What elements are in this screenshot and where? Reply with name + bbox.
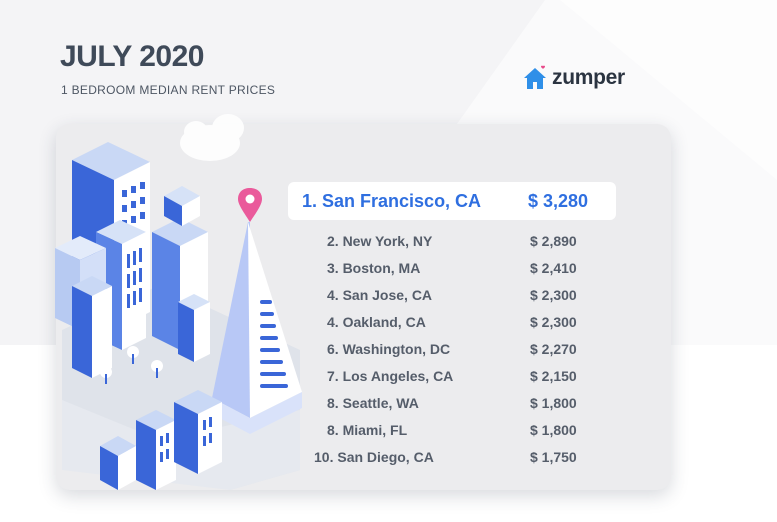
- ranking-price: $ 3,280: [528, 190, 589, 211]
- map-pin-icon: [238, 188, 262, 222]
- ranking-city: 8. Miami, FL: [327, 422, 408, 438]
- ranking-price: $ 2,300: [530, 287, 577, 303]
- ranking-price: $ 1,750: [530, 449, 577, 465]
- ranking-price: $ 2,890: [530, 233, 577, 249]
- ranking-price: $ 1,800: [530, 395, 577, 411]
- ranking-city: 2. New York, NY: [327, 233, 433, 249]
- ranking-city: 4. San Jose, CA: [327, 287, 433, 303]
- zumper-logo: zumper: [522, 62, 625, 94]
- ranking-city: 7. Los Angeles, CA: [327, 368, 454, 384]
- logo-text: zumper: [552, 66, 625, 89]
- ranking-price: $ 2,150: [530, 368, 577, 384]
- ranking-city: 1. San Francisco, CA: [302, 190, 482, 211]
- ranking-city: 10. San Diego, CA: [314, 449, 434, 465]
- ranking-price: $ 1,800: [530, 422, 577, 438]
- ranking-price: $ 2,300: [530, 314, 577, 330]
- page-title: JULY 2020: [60, 40, 204, 73]
- ranking-city: 8. Seattle, WA: [327, 395, 419, 411]
- ranking-price: $ 2,270: [530, 341, 577, 357]
- ranking-city: 3. Boston, MA: [327, 260, 421, 276]
- ranking-city: 4. Oakland, CA: [327, 314, 426, 330]
- ranking-item-top: 1. San Francisco, CA $ 3,280: [288, 182, 616, 220]
- ranking-price: $ 2,410: [530, 260, 577, 276]
- house-heart-icon: [524, 65, 546, 89]
- page-subtitle: 1 BEDROOM MEDIAN RENT PRICES: [61, 83, 276, 97]
- ranking-city: 6. Washington, DC: [327, 341, 451, 357]
